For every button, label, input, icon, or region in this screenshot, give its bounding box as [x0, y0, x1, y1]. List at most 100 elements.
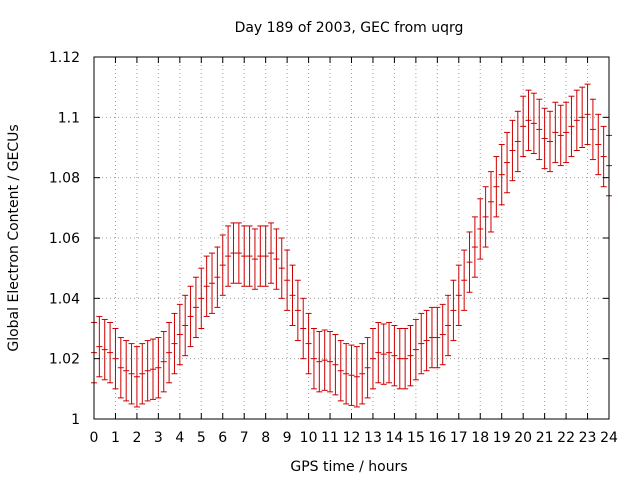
- data-point: [573, 89, 580, 152]
- data-point: [407, 324, 414, 387]
- data-point: [402, 328, 409, 390]
- data-point: [203, 255, 210, 317]
- data-point: [364, 337, 371, 399]
- y-tick-label: 1.02: [49, 352, 80, 368]
- data-point: [327, 331, 334, 393]
- data-point: [337, 340, 344, 402]
- data-point: [418, 312, 425, 375]
- data-point: [278, 237, 285, 299]
- data-point: [101, 318, 108, 381]
- data-point: [498, 143, 505, 206]
- data-point: [514, 110, 521, 173]
- data-point: [284, 249, 291, 311]
- x-tick-label: 9: [283, 430, 292, 446]
- chart-title: Day 189 of 2003, GEC from uqrg: [235, 20, 464, 36]
- data-point: [289, 264, 296, 326]
- data-point: [294, 279, 301, 342]
- x-tick-label: 11: [321, 430, 339, 446]
- data-point: [600, 125, 607, 188]
- y-tick-label: 1.12: [49, 50, 80, 66]
- data-point: [428, 306, 435, 369]
- x-tick-label: 10: [300, 430, 318, 446]
- data-point: [171, 312, 178, 375]
- x-tick-label: 12: [343, 430, 361, 446]
- data-point: [520, 95, 527, 158]
- data-point: [568, 95, 575, 158]
- x-tick-label: 7: [240, 430, 249, 446]
- data-point: [251, 228, 258, 290]
- data-point: [235, 222, 242, 284]
- data-point: [391, 324, 398, 387]
- data-point: [257, 225, 264, 287]
- data-point: [589, 98, 596, 161]
- y-tick-label: 1.04: [49, 291, 80, 307]
- x-tick-label: 15: [407, 430, 425, 446]
- data-point: [541, 107, 548, 170]
- data-point: [584, 83, 591, 145]
- data-point: [139, 343, 146, 405]
- data-point: [343, 343, 350, 405]
- data-point: [225, 225, 232, 287]
- x-axis-ticks: 0 1 2 3 4 5 6 7 8 9 10 11 12 13 14 15 16 17 18 19 20 21 22 23 24: [90, 57, 618, 446]
- data-point: [439, 303, 446, 366]
- x-tick-label: 23: [579, 430, 597, 446]
- x-tick-label: 14: [386, 430, 404, 446]
- x-tick-label: 5: [197, 430, 206, 446]
- x-tick-label: 21: [536, 430, 554, 446]
- data-point: [262, 225, 269, 287]
- data-point: [112, 328, 119, 390]
- data-point: [380, 323, 387, 385]
- data-point: [230, 222, 237, 284]
- data-point: [563, 101, 570, 164]
- data-point: [525, 89, 532, 152]
- data-point: [396, 328, 403, 390]
- data-point: [305, 312, 312, 375]
- data-point: [246, 225, 253, 287]
- x-tick-label: 1: [111, 430, 120, 446]
- data-point: [268, 222, 275, 284]
- data-point: [455, 264, 462, 326]
- x-tick-label: 18: [471, 430, 489, 446]
- data-point: [595, 113, 602, 176]
- data-point: [310, 328, 317, 390]
- x-tick-label: 2: [132, 430, 141, 446]
- x-tick-label: 13: [364, 430, 382, 446]
- data-point: [461, 249, 468, 311]
- data-point: [536, 98, 543, 161]
- y-tick-label: 1: [71, 412, 80, 428]
- x-tick-label: 8: [261, 430, 270, 446]
- data-point: [144, 340, 151, 402]
- x-tick-label: 3: [154, 430, 163, 446]
- x-tick-label: 20: [514, 430, 532, 446]
- data-point: [150, 338, 157, 400]
- x-tick-label: 0: [90, 430, 99, 446]
- data-point: [214, 246, 221, 308]
- data-point: [471, 216, 478, 278]
- data-point: [192, 276, 199, 339]
- x-tick-label: 22: [557, 430, 575, 446]
- data-point: [117, 337, 124, 399]
- data-point: [434, 306, 441, 369]
- data-point: [412, 318, 419, 381]
- data-point: [198, 267, 205, 329]
- data-point: [504, 131, 511, 194]
- data-point: [166, 321, 173, 384]
- data-point: [477, 198, 484, 260]
- data-point: [423, 309, 430, 372]
- data-point: [123, 340, 130, 402]
- data-point: [557, 104, 564, 167]
- data-point: [348, 344, 355, 406]
- data-point: [450, 279, 457, 342]
- y-tick-label: 1.08: [49, 171, 80, 187]
- data-point: [493, 156, 500, 218]
- data-point: [155, 337, 162, 399]
- data-point: [509, 119, 516, 182]
- data-point: [321, 329, 328, 391]
- y-tick-label: 1.1: [58, 110, 80, 126]
- x-tick-label: 19: [493, 430, 511, 446]
- data-point: [552, 101, 559, 164]
- data-point: [219, 234, 226, 296]
- data-point: [332, 334, 339, 396]
